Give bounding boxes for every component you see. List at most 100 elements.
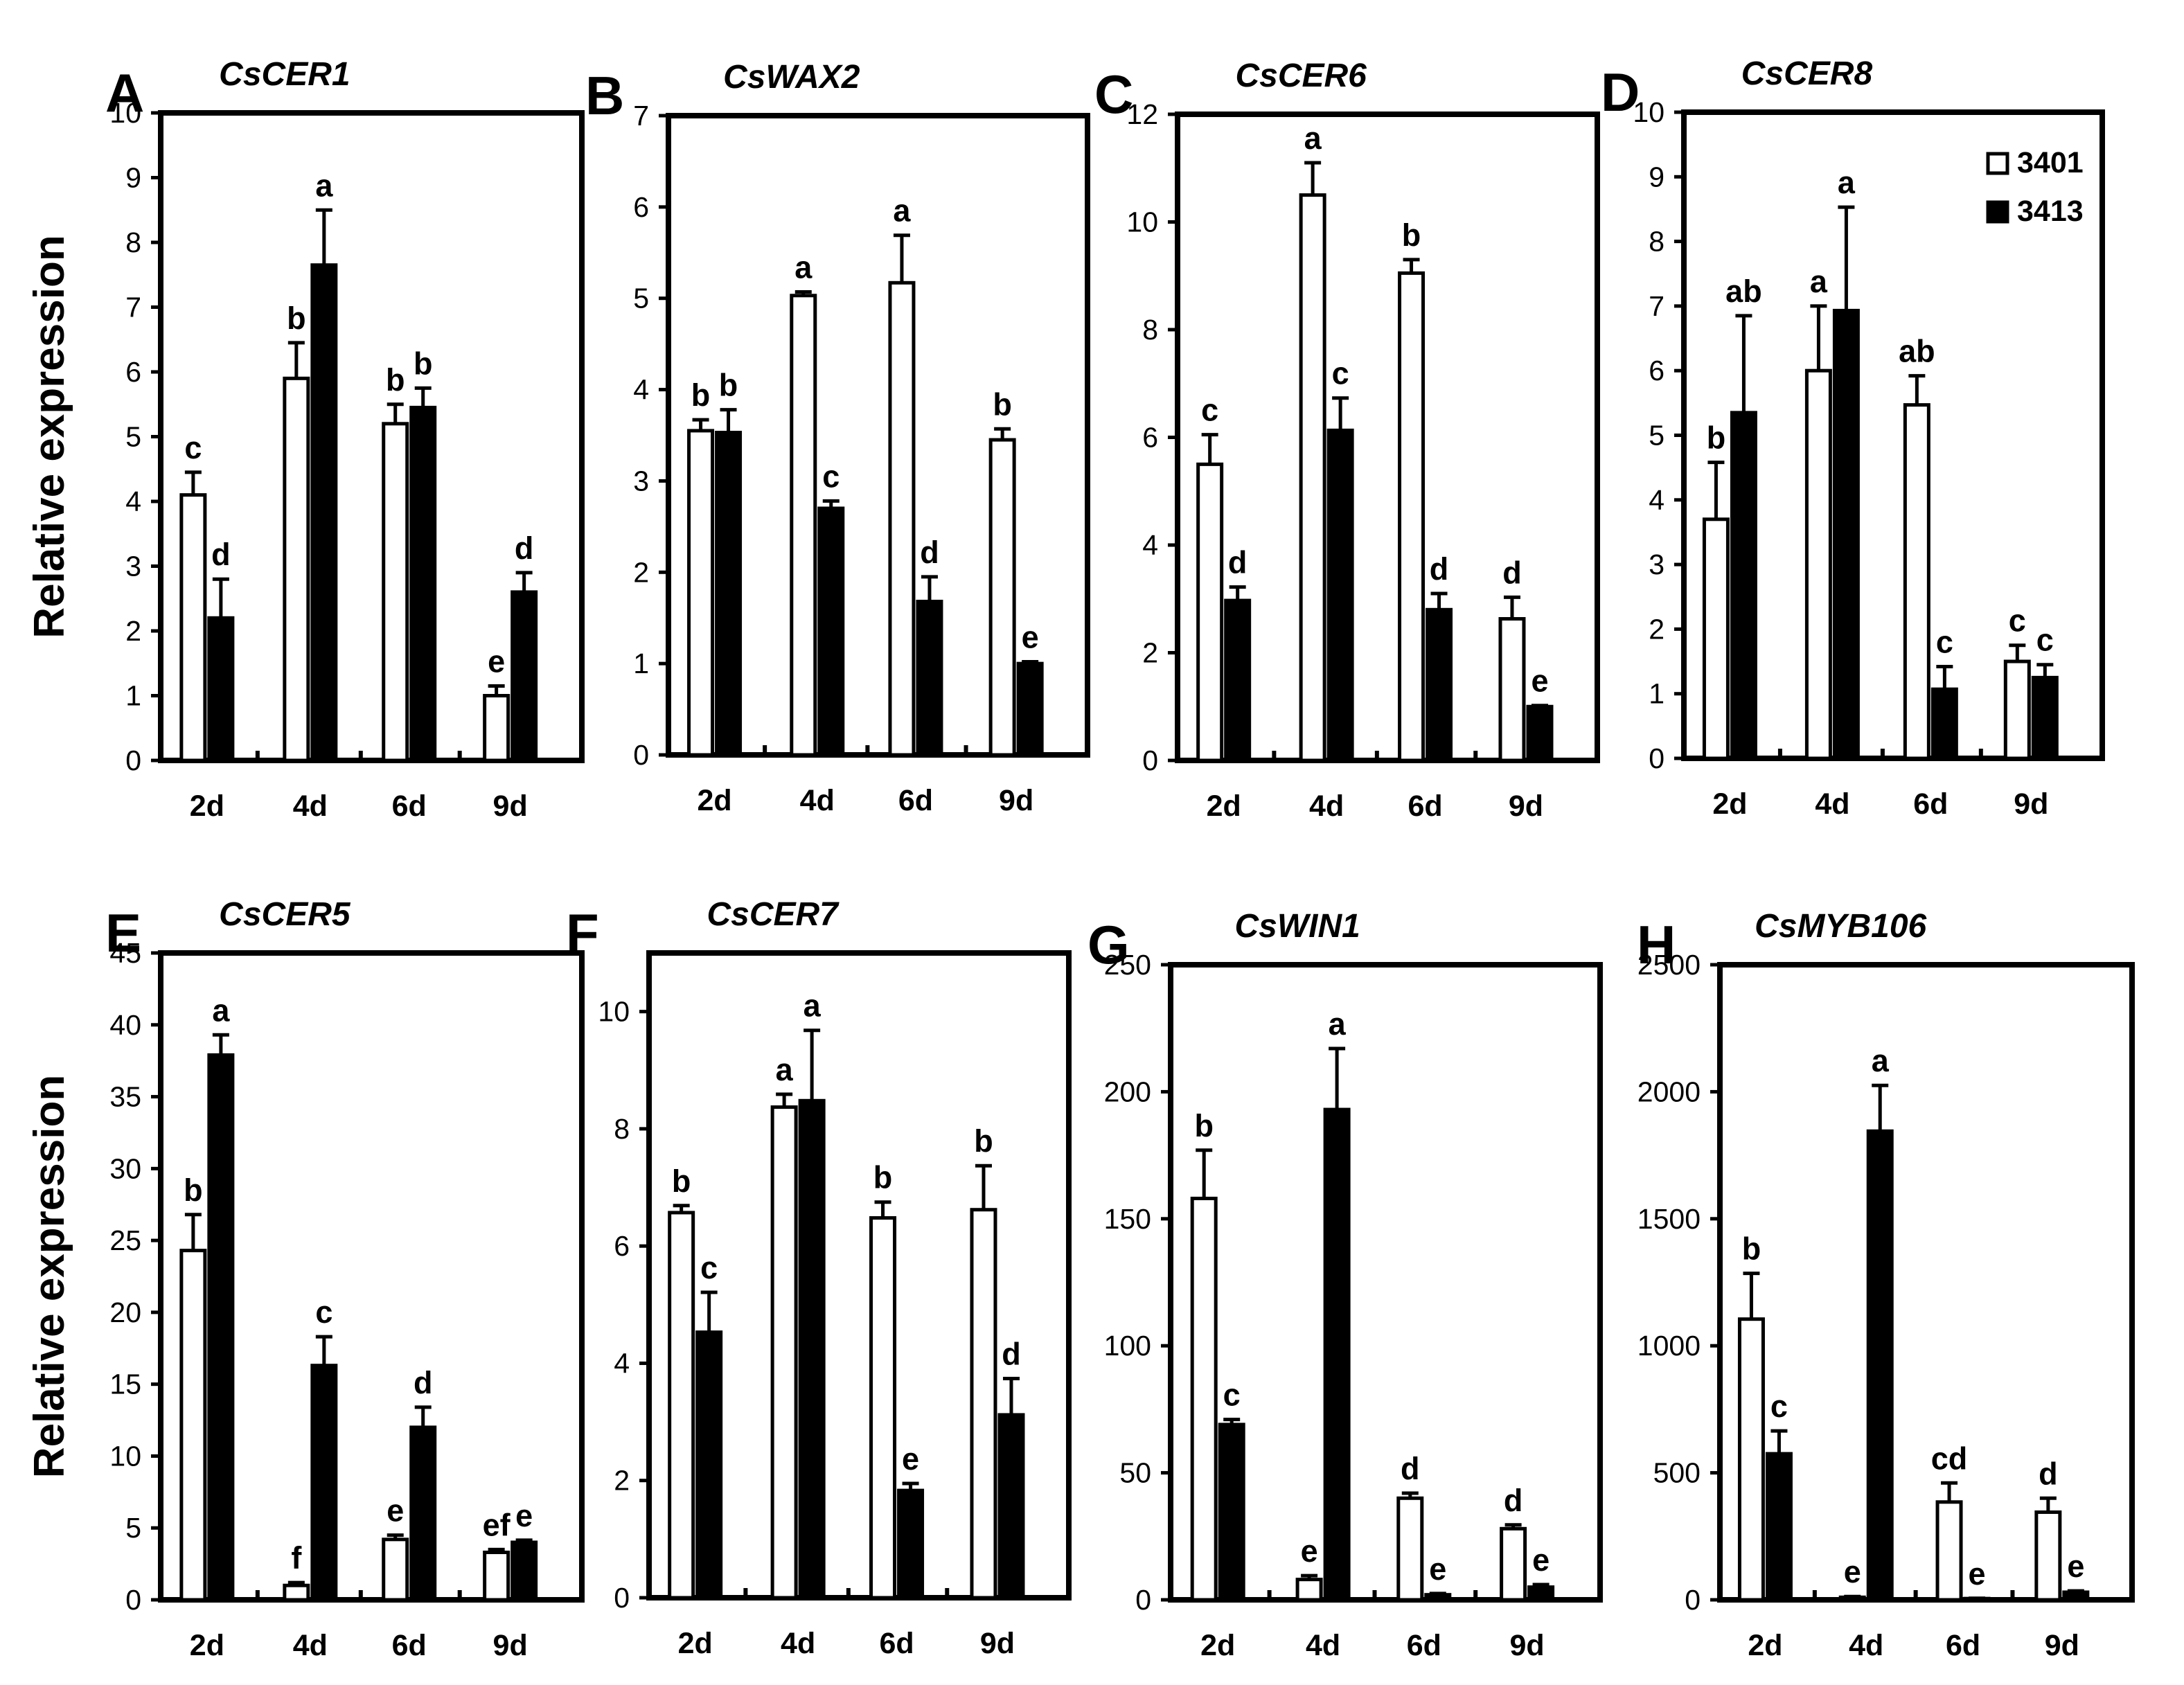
y-tick-label: 0 — [1135, 1584, 1151, 1616]
significance-label: e — [1532, 1542, 1550, 1578]
bar-3401-4d — [1295, 1578, 1323, 1602]
bar-3401-4d — [283, 1583, 310, 1602]
bar-3413-9d — [511, 590, 538, 763]
bar-3401-4d — [1804, 368, 1832, 760]
y-tick-label: 8 — [1649, 226, 1664, 258]
bar-3401-6d — [1935, 1500, 1963, 1602]
y-tick-label: 2 — [614, 1465, 630, 1497]
bar-3401-2d — [687, 429, 715, 757]
x-category-label: 9d — [2014, 787, 2048, 821]
significance-label: b — [386, 362, 405, 398]
significance-label: e — [387, 1493, 404, 1528]
significance-label: b — [1194, 1108, 1214, 1143]
significance-label: c — [1770, 1389, 1788, 1424]
x-category-label: 4d — [293, 790, 328, 823]
x-category-label: 2d — [1712, 787, 1747, 821]
bar-3413-2d — [207, 1053, 235, 1602]
y-tick-label: 0 — [633, 739, 649, 771]
y-tick-label: 8 — [125, 226, 141, 258]
bar-3413-6d — [897, 1488, 925, 1600]
significance-label: b — [691, 377, 711, 413]
y-tick-label: 3 — [1649, 549, 1664, 580]
bar-3401-9d — [483, 694, 511, 763]
bar-3401-2d — [1737, 1317, 1765, 1602]
significance-label: ef — [483, 1507, 511, 1542]
x-category-label: 4d — [800, 784, 835, 817]
y-tick-label: 10 — [109, 1440, 141, 1472]
y-tick-label: 10 — [109, 97, 141, 129]
panel-C: C CsCER6 0 2 4 6 8 10 12 2d c d 4d a c 6d b d 9d d e — [1094, 57, 1600, 823]
significance-label: e — [1969, 1556, 1986, 1592]
gene-title: CsWIN1 — [1235, 908, 1360, 945]
significance-label: b — [873, 1160, 893, 1195]
legend-swatch-3401 — [1986, 152, 2009, 175]
significance-label: d — [1401, 1451, 1420, 1486]
significance-label: d — [1228, 545, 1248, 580]
bar-3413-4d — [310, 263, 338, 763]
y-tick-label: 4 — [125, 485, 141, 517]
bar-3401-9d — [2003, 659, 2031, 760]
x-category-label: 2d — [697, 784, 731, 817]
y-tick-label: 10 — [1633, 96, 1664, 128]
significance-label: ab — [1899, 334, 1935, 369]
y-tick-label: 0 — [125, 1584, 141, 1616]
panel-F: F CsCER7 0 2 4 6 8 10 2d b c 4d aa 6d b e 9d b d — [566, 896, 1072, 1660]
y-tick-label: 0 — [125, 745, 141, 776]
y-tick-label: 9 — [1649, 161, 1664, 193]
y-tick-label: 6 — [1649, 355, 1664, 386]
gene-title: CsCER6 — [1235, 57, 1367, 94]
bar-3413-6d — [1426, 607, 1453, 763]
y-tick-label: 1 — [1649, 678, 1664, 710]
y-tick-label: 5 — [633, 283, 649, 314]
gene-title: CsMYB106 — [1755, 908, 1926, 945]
significance-label: cd — [1931, 1441, 1968, 1476]
x-category-label: 4d — [1815, 787, 1849, 821]
legend-label: 3401 — [2017, 146, 2084, 179]
bar-3401-2d — [179, 493, 207, 763]
y-tick-label: 2 — [125, 615, 141, 647]
bar-3413-4d — [1866, 1129, 1894, 1602]
significance-label: e — [515, 1498, 533, 1533]
bar-3401-9d — [1498, 617, 1526, 763]
bar-3401-2d — [179, 1249, 207, 1602]
significance-label: e — [1022, 620, 1039, 655]
plot-frame — [158, 950, 585, 1603]
significance-label: a — [1304, 121, 1322, 156]
x-category-label: 9d — [1509, 790, 1543, 823]
significance-label: a — [315, 168, 333, 203]
bar-3401-6d — [1903, 403, 1930, 760]
y-axis-title: Relative expression — [26, 1075, 73, 1478]
x-category-label: 2d — [1748, 1629, 1782, 1662]
y-tick-label: 6 — [633, 191, 649, 223]
bar-3401-9d — [1500, 1526, 1527, 1602]
significance-label: b — [1402, 217, 1421, 253]
y-tick-label: 30 — [109, 1152, 141, 1184]
significance-label: e — [1301, 1533, 1318, 1569]
y-tick-label: 5 — [1649, 420, 1664, 452]
significance-label: f — [291, 1540, 302, 1576]
x-category-label: 2d — [678, 1627, 713, 1660]
x-category-label: 2d — [1207, 790, 1241, 823]
significance-label: b — [1707, 420, 1726, 456]
significance-label: e — [1844, 1554, 1861, 1589]
y-tick-label: 1500 — [1637, 1203, 1701, 1235]
y-tick-label: 8 — [614, 1113, 630, 1145]
y-tick-label: 0 — [614, 1582, 630, 1614]
significance-label: b — [719, 368, 738, 403]
panel-E: E CsCER5 0 5 10 15 20 25 30 35 40 45 2d b a 4d f c 6d e d 9d e… — [26, 896, 585, 1662]
significance-label: a — [804, 988, 822, 1024]
significance-label: c — [1936, 625, 1953, 660]
bar-3401-9d — [970, 1208, 997, 1600]
panel-letter: G — [1087, 914, 1130, 975]
x-category-label: 6d — [1408, 790, 1442, 823]
y-tick-label: 4 — [633, 374, 649, 406]
significance-label: a — [1810, 264, 1828, 299]
x-category-label: 6d — [1946, 1629, 1980, 1662]
significance-label: d — [515, 531, 534, 566]
y-tick-label: 20 — [109, 1296, 141, 1328]
bar-3413-4d — [310, 1364, 338, 1602]
y-tick-label: 6 — [1142, 422, 1158, 454]
